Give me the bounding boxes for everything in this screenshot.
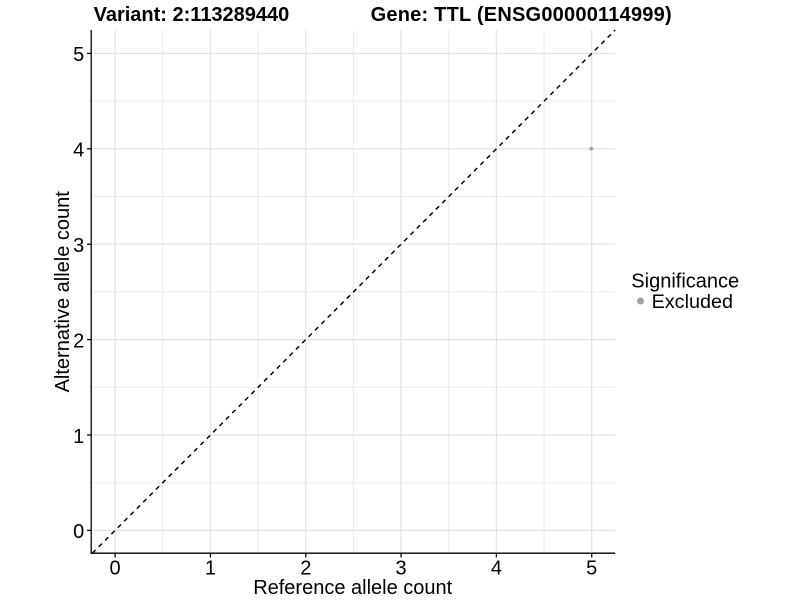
svg-text:0: 0 — [73, 521, 84, 543]
svg-text:2: 2 — [300, 557, 311, 579]
svg-text:1: 1 — [205, 557, 216, 579]
svg-text:3: 3 — [396, 557, 407, 579]
svg-text:4: 4 — [73, 140, 84, 162]
svg-text:4: 4 — [491, 557, 502, 579]
svg-text:Significance: Significance — [631, 271, 739, 293]
svg-text:2: 2 — [73, 330, 84, 352]
svg-text:5: 5 — [73, 44, 84, 66]
svg-text:3: 3 — [73, 235, 84, 257]
svg-text:Excluded: Excluded — [652, 291, 733, 313]
svg-text:5: 5 — [586, 557, 597, 579]
svg-text:1: 1 — [73, 426, 84, 448]
svg-text:Reference allele count: Reference allele count — [253, 577, 452, 599]
svg-text:0: 0 — [110, 557, 121, 579]
svg-text:Variant: 2:113289440: Variant: 2:113289440 — [94, 4, 290, 26]
svg-text:Gene: TTL (ENSG00000114999): Gene: TTL (ENSG00000114999) — [371, 4, 672, 26]
svg-text:Alternative allele count: Alternative allele count — [52, 191, 74, 393]
